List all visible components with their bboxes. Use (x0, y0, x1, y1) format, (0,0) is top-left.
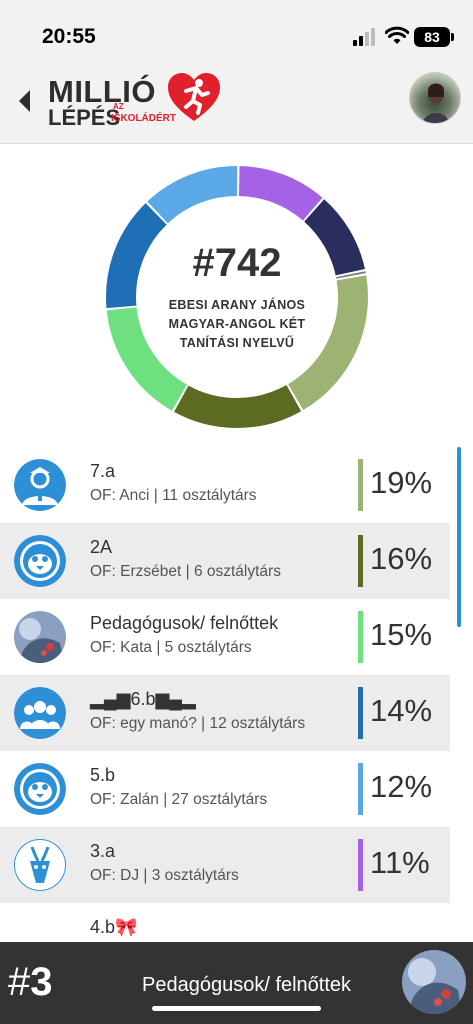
app-header: MILLIÓ LÉPÉS AZ ISKOLÁDÉRT (0, 72, 473, 144)
donut-segment (106, 203, 167, 309)
penguin-icon (14, 763, 66, 815)
class-percent: 11% (370, 845, 430, 880)
class-color-bar (358, 535, 363, 587)
status-bar: 20:55 83 (0, 0, 473, 72)
list-item[interactable]: 4.b🎀 (0, 903, 450, 942)
class-title: Pedagógusok/ felnőttek (90, 613, 279, 633)
class-color-bar (358, 763, 363, 815)
class-title: 5.b (90, 765, 116, 785)
heart-runner-icon (168, 73, 220, 121)
class-subtitle: OF: Erzsébet | 6 osztálytárs (90, 563, 281, 580)
app-logo: MILLIÓ LÉPÉS AZ ISKOLÁDÉRT (48, 73, 228, 134)
donut-center: #742 EBESI ARANY JÁNOS MAGYAR-ANGOL KÉT … (103, 163, 371, 431)
class-subtitle: OF: Zalán | 27 osztálytárs (90, 791, 268, 808)
class-percent: 19% (370, 465, 433, 500)
teacher-icon (14, 459, 66, 511)
donut-segment (238, 166, 323, 221)
profile-avatar[interactable] (409, 72, 461, 124)
donut-segment (106, 306, 188, 411)
my-class-footer[interactable]: #3 Pedagógusok/ felnőttek (0, 942, 473, 1024)
class-color-bar (358, 611, 363, 663)
list-item[interactable]: 7.a OF: Anci | 11 osztálytárs 19% (0, 447, 450, 523)
list-item[interactable]: ▂▄▆6.b▆▄▂ OF: egy manó? | 12 osztálytárs 1… (0, 675, 450, 751)
footer-rank-hash: # (8, 960, 31, 1004)
group-icon (14, 687, 66, 739)
class-title: 4.b🎀 (90, 917, 138, 937)
donut-segment (147, 166, 238, 224)
donut-segment (303, 199, 365, 276)
class-title: 7.a (90, 461, 116, 481)
logo-tagline: ISKOLÁDÉRT (111, 113, 176, 124)
footer-class-name: Pedagógusok/ felnőttek (142, 974, 352, 996)
dragon-avatar (402, 950, 466, 1014)
logo-line1: MILLIÓ (48, 74, 157, 109)
chevron-left-icon[interactable] (17, 88, 33, 114)
dragon-avatar (14, 611, 66, 663)
battery-indicator: 83 (414, 27, 454, 47)
class-subtitle: OF: egy manó? | 12 osztálytárs (90, 715, 306, 732)
class-subtitle: OF: Anci | 11 osztálytárs (90, 487, 257, 504)
footer-rank-number: 3 (30, 960, 53, 1004)
list-item[interactable]: Pedagógusok/ felnőttek OF: Kata | 5 osztá… (0, 599, 450, 675)
logo-line2: LÉPÉS (48, 105, 121, 130)
penguin-icon (14, 535, 66, 587)
home-indicator (152, 1006, 321, 1011)
status-time: 20:55 (42, 25, 96, 48)
class-share-donut-chart: #742 EBESI ARANY JÁNOS MAGYAR-ANGOL KÉT … (103, 163, 371, 431)
list-item[interactable]: 3.a OF: DJ | 3 osztálytárs 11% (0, 827, 450, 903)
donut-segment (174, 384, 302, 428)
class-subtitle: OF: DJ | 3 osztálytárs (90, 867, 239, 884)
school-name: EBESI ARANY JÁNOS MAGYAR-ANGOL KÉT TANÍT… (168, 298, 306, 350)
donut-segment (287, 275, 368, 411)
class-title: 2A (90, 537, 113, 557)
footer-rank: #3 (8, 960, 53, 1005)
list-item[interactable]: 5.b OF: Zalán | 27 osztálytárs 12% (0, 751, 450, 827)
scrollbar[interactable] (457, 447, 461, 627)
class-percent: 15% (370, 617, 433, 652)
cellular-signal-icon (353, 28, 379, 46)
class-percent: 16% (370, 541, 433, 576)
donut-svg (106, 166, 368, 428)
class-title: 3.a (90, 841, 116, 861)
antelope-icon (14, 839, 66, 891)
class-subtitle: OF: Kata | 5 osztálytárs (90, 639, 252, 656)
class-color-bar (358, 839, 363, 891)
class-color-bar (358, 459, 363, 511)
class-color-bar (358, 687, 363, 739)
wifi-icon (385, 26, 409, 44)
logo-az: AZ (113, 102, 124, 111)
school-rank-number: #742 (192, 241, 282, 285)
class-percent: 14% (370, 693, 433, 728)
class-percent: 12% (370, 769, 433, 804)
class-title: ▂▄▆6.b▆▄▂ (90, 689, 196, 709)
class-list[interactable]: 7.a OF: Anci | 11 osztálytárs 19% 2A OF: Erz… (0, 447, 473, 942)
list-item[interactable]: 2A OF: Erzsébet | 6 osztálytárs 16% (0, 523, 450, 599)
